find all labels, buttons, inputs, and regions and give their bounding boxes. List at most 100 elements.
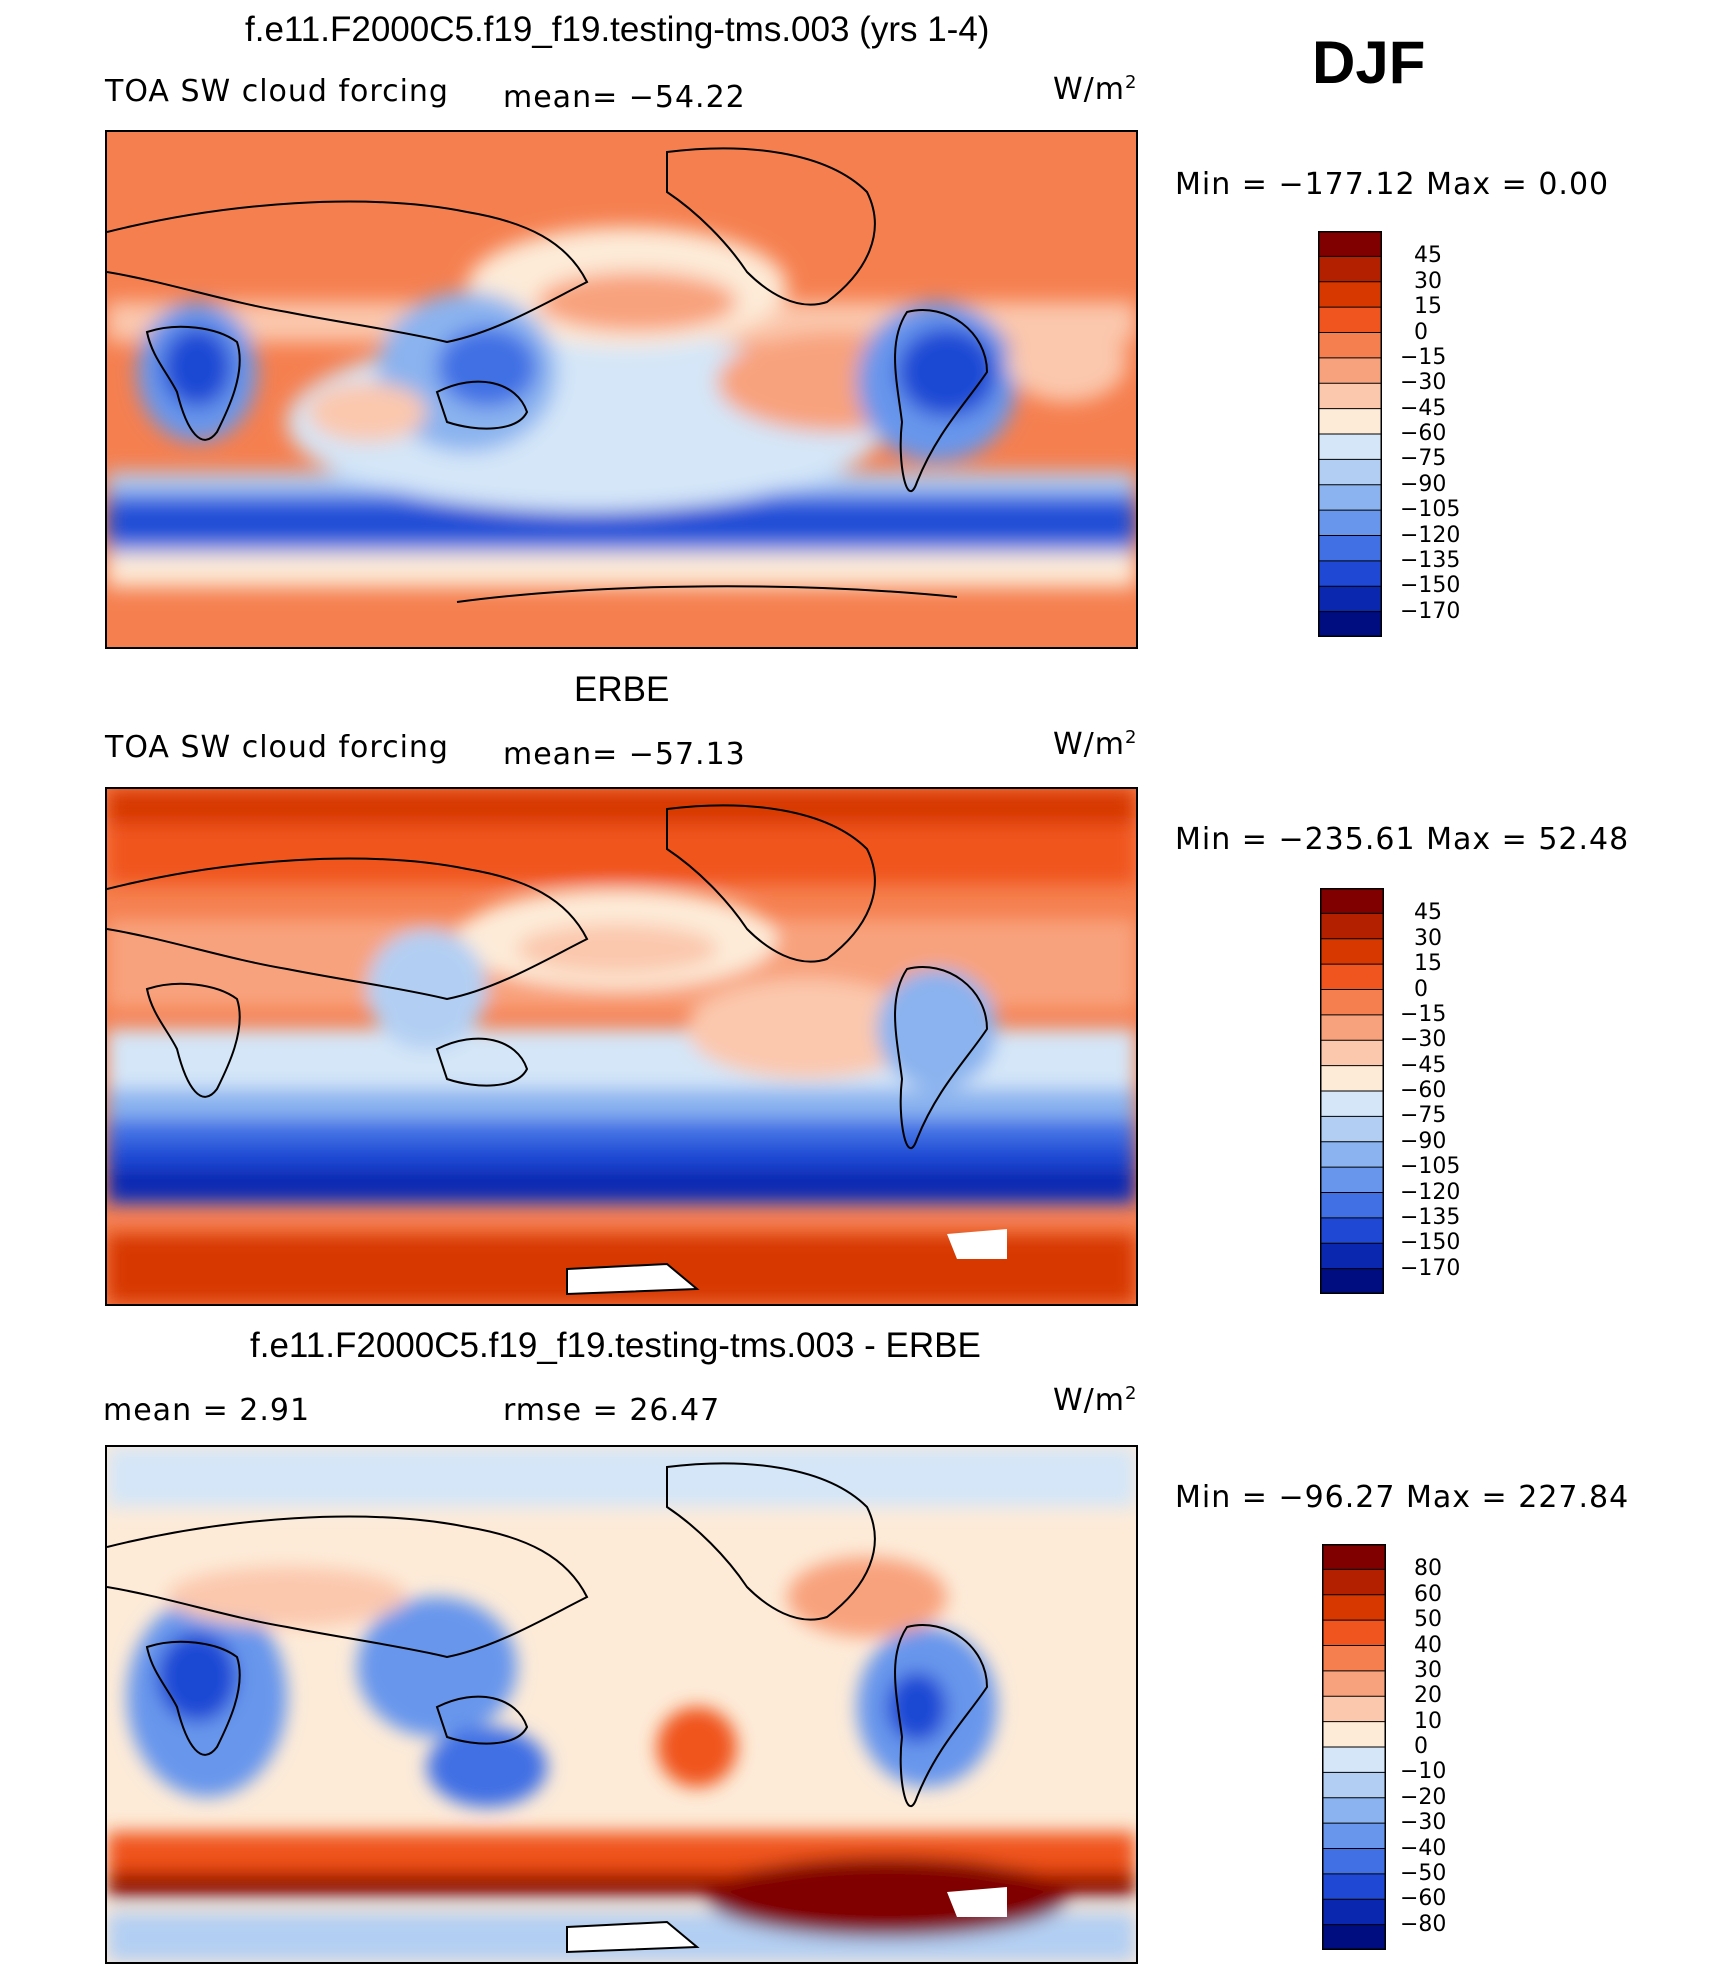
panel-1-variable-label: TOA SW cloud forcing bbox=[105, 74, 449, 109]
colorbar-swatch bbox=[1321, 1771, 1387, 1799]
colorbar-tick-label: −45 bbox=[1400, 1052, 1447, 1078]
colorbar-swatch bbox=[1321, 1568, 1387, 1596]
panel-2-variable-label: TOA SW cloud forcing bbox=[105, 730, 449, 765]
colorbar-swatch bbox=[1317, 332, 1383, 359]
panel-3-colorbar-labels: 80 60 50 40 30 20 10 0 −10 −20 −30 −40 −50 −60 −80 bbox=[1400, 1544, 1510, 1950]
colorbar-tick-label: −120 bbox=[1400, 522, 1461, 548]
colorbar-border bbox=[1322, 1544, 1386, 1950]
colorbar-swatch bbox=[1321, 1873, 1387, 1901]
colorbar-tick-label: −90 bbox=[1400, 1128, 1447, 1154]
colorbar-swatch bbox=[1319, 1090, 1385, 1118]
colorbar-tick-label: −80 bbox=[1400, 1911, 1447, 1937]
colorbar-swatch bbox=[1321, 1797, 1387, 1825]
colorbar-swatch bbox=[1321, 1543, 1387, 1571]
colorbar-tick-label: 0 bbox=[1414, 319, 1428, 345]
colorbar-tick-label: −150 bbox=[1400, 1230, 1461, 1256]
colorbar-swatch bbox=[1321, 1924, 1387, 1952]
colorbar-swatch bbox=[1317, 509, 1383, 537]
colorbar-swatch bbox=[1321, 1746, 1387, 1774]
colorbar-tick-label: 45 bbox=[1414, 243, 1442, 269]
colorbar-swatch bbox=[1319, 1039, 1385, 1067]
colorbar-tick-label: 45 bbox=[1414, 900, 1442, 926]
panel-2-mean-label: mean= −57.13 bbox=[503, 737, 746, 772]
colorbar-swatch bbox=[1317, 458, 1383, 486]
colorbar-swatch bbox=[1317, 560, 1383, 588]
colorbar-tick-label: −120 bbox=[1400, 1179, 1461, 1205]
colorbar-tick-label: −60 bbox=[1400, 1886, 1447, 1912]
colorbar-swatch bbox=[1319, 1242, 1385, 1270]
colorbar-tick-label: 40 bbox=[1414, 1632, 1442, 1658]
colorbar-tick-label: −105 bbox=[1400, 497, 1461, 523]
panel-1-colorbar-labels: 45 30 15 0 −15 −30 −45 −60 −75 −90 −105 −120 −135 −15… bbox=[1400, 231, 1510, 637]
colorbar-tick-label: −15 bbox=[1400, 1001, 1447, 1027]
colorbar-tick-label: −20 bbox=[1400, 1784, 1447, 1810]
colorbar-tick-label: 30 bbox=[1414, 1657, 1442, 1683]
colorbar-tick-label: 15 bbox=[1414, 294, 1442, 320]
panel-1-colorbar bbox=[1317, 230, 1383, 639]
colorbar-swatch bbox=[1319, 1268, 1385, 1296]
colorbar-tick-label: −50 bbox=[1400, 1860, 1447, 1886]
colorbar-swatch bbox=[1317, 382, 1383, 410]
colorbar-swatch bbox=[1317, 306, 1383, 334]
colorbar-tick-label: 60 bbox=[1414, 1581, 1442, 1607]
colorbar-swatch bbox=[1319, 1141, 1385, 1169]
panel-3-map bbox=[105, 1445, 1138, 1964]
colorbar-tick-label: −30 bbox=[1400, 370, 1447, 396]
panel-3-colorbar bbox=[1321, 1543, 1387, 1952]
colorbar-tick-label: 0 bbox=[1414, 1734, 1428, 1759]
colorbar-swatch bbox=[1317, 585, 1383, 613]
panel-3-title: f.e11.F2000C5.f19_f19.testing-tms.003 - … bbox=[250, 1326, 981, 1365]
panel-1-mean-label: mean= −54.22 bbox=[503, 80, 746, 115]
colorbar-tick-label: 20 bbox=[1414, 1683, 1442, 1709]
colorbar-border bbox=[1318, 231, 1382, 637]
colorbar-swatch bbox=[1317, 230, 1383, 258]
colorbar-tick-label: −170 bbox=[1400, 598, 1461, 624]
colorbar-tick-label: −30 bbox=[1400, 1027, 1447, 1053]
colorbar-swatch bbox=[1317, 357, 1383, 385]
colorbar-swatch bbox=[1319, 1014, 1385, 1042]
panel-2-title: ERBE bbox=[574, 670, 670, 709]
colorbar-swatch bbox=[1321, 1594, 1387, 1622]
colorbar-swatch bbox=[1319, 912, 1385, 940]
panel-3-mean-label: mean = 2.91 bbox=[103, 1393, 311, 1428]
colorbar-tick-label: −40 bbox=[1400, 1835, 1447, 1861]
colorbar-swatch bbox=[1317, 408, 1383, 436]
colorbar-tick-label: −105 bbox=[1400, 1154, 1461, 1180]
colorbar-swatch bbox=[1319, 1166, 1385, 1194]
panel-2-map bbox=[105, 787, 1138, 1306]
colorbar-tick-label: −60 bbox=[1400, 421, 1447, 446]
panel-1-map bbox=[105, 130, 1138, 649]
colorbar-swatch bbox=[1321, 1645, 1387, 1672]
colorbar-tick-label: 0 bbox=[1414, 976, 1428, 1002]
panel-2-units: W/m2 bbox=[1053, 727, 1138, 762]
colorbar-tick-label: 80 bbox=[1414, 1556, 1442, 1582]
colorbar-swatch bbox=[1321, 1721, 1387, 1749]
panel-2-range: Min = −235.61 Max = 52.48 bbox=[1175, 822, 1630, 857]
colorbar-tick-label: 50 bbox=[1414, 1607, 1442, 1633]
panel-3-rmse-label: rmse = 26.47 bbox=[503, 1393, 721, 1428]
colorbar-tick-label: −45 bbox=[1400, 395, 1447, 421]
colorbar-swatch bbox=[1321, 1822, 1387, 1850]
colorbar-swatch bbox=[1317, 281, 1383, 309]
panel-1-title: f.e11.F2000C5.f19_f19.testing-tms.003 (y… bbox=[245, 10, 990, 49]
colorbar-swatch bbox=[1319, 989, 1385, 1016]
colorbar-swatch bbox=[1321, 1670, 1387, 1698]
colorbar-swatch bbox=[1319, 1065, 1385, 1093]
colorbar-tick-label: −135 bbox=[1400, 547, 1461, 573]
colorbar-tick-label: 15 bbox=[1414, 951, 1442, 977]
colorbar-swatch bbox=[1317, 433, 1383, 461]
colorbar-swatch bbox=[1321, 1898, 1387, 1926]
colorbar-swatch bbox=[1319, 887, 1385, 915]
colorbar-swatch bbox=[1319, 1115, 1385, 1143]
colorbar-tick-label: 30 bbox=[1414, 925, 1442, 951]
colorbar-tick-label: −170 bbox=[1400, 1255, 1461, 1281]
colorbar-swatch bbox=[1319, 1217, 1385, 1245]
season-label: DJF bbox=[1312, 29, 1426, 96]
colorbar-swatch bbox=[1321, 1848, 1387, 1875]
colorbar-swatch bbox=[1319, 963, 1385, 991]
colorbar-tick-label: −60 bbox=[1400, 1078, 1447, 1103]
colorbar-tick-label: 30 bbox=[1414, 268, 1442, 294]
panel-3-units: W/m2 bbox=[1053, 1383, 1138, 1418]
colorbar-tick-label: 10 bbox=[1414, 1708, 1442, 1734]
colorbar-swatch bbox=[1321, 1619, 1387, 1647]
